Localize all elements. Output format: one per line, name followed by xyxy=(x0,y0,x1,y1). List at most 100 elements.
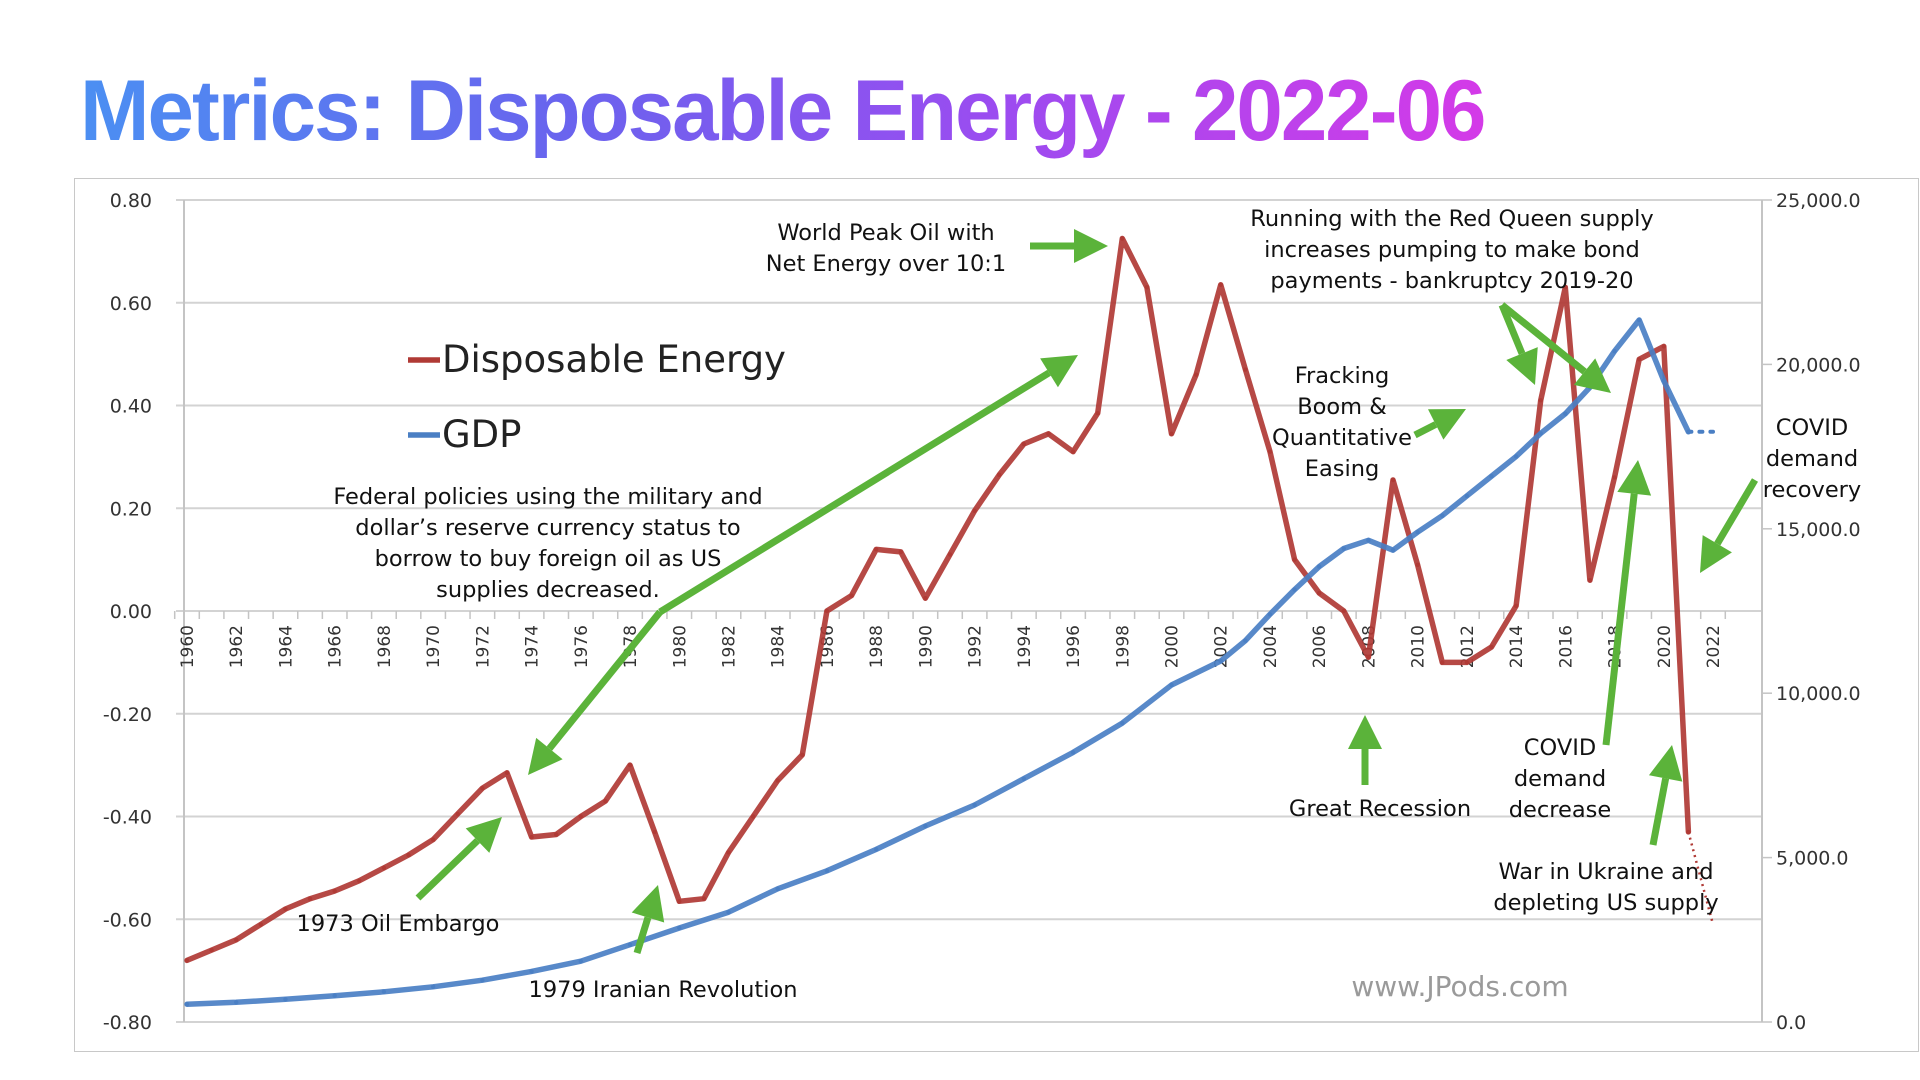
arrow-head xyxy=(631,885,665,923)
annotation-layer: World Peak Oil with Net Energy over 10:1 R… xyxy=(297,206,1862,1003)
disposable-energy-point xyxy=(332,888,337,894)
annotation-line: Net Energy over 10:1 xyxy=(766,251,1006,277)
annotation-line: World Peak Oil with xyxy=(777,220,994,246)
disposable-energy-point xyxy=(357,878,362,883)
iranian-revolution-arrow-icon xyxy=(631,885,665,955)
gdp-point xyxy=(726,909,731,915)
arrow-shaft xyxy=(546,609,663,751)
disposable-energy-point xyxy=(1538,398,1543,403)
disposable-energy-line xyxy=(184,235,1692,964)
disposable-energy-point xyxy=(1120,236,1125,241)
disposable-energy-point xyxy=(258,922,264,927)
x-tick-label: 2022 xyxy=(1704,625,1724,668)
annotation-line: dollar’s reserve currency status to xyxy=(355,515,740,541)
y-right-tick-label: 10,000.0 xyxy=(1776,683,1861,705)
disposable-energy-point xyxy=(1636,357,1642,362)
gdp-point xyxy=(1513,454,1519,459)
disposable-energy-point xyxy=(1563,285,1568,290)
x-tick-label: 2014 xyxy=(1507,625,1527,668)
x-tick-label: 1980 xyxy=(670,625,690,668)
disposable-energy-point xyxy=(1366,655,1371,660)
disposable-energy-point xyxy=(553,832,559,837)
gdp-point xyxy=(1341,546,1347,551)
arrow-head xyxy=(528,737,563,775)
disposable-energy-point xyxy=(701,896,707,901)
y-left-tick-label: -0.20 xyxy=(103,704,152,726)
watermark: www.JPods.com xyxy=(1351,970,1568,1003)
disposable-energy-point xyxy=(1464,660,1470,665)
disposable-energy-point xyxy=(1046,431,1051,436)
disposable-energy-point xyxy=(381,865,387,871)
annotation-fracking: Fracking Boom & Quantitative Easing xyxy=(1272,363,1412,482)
trend-up-arrow-icon xyxy=(658,355,1078,615)
y-left-tick-label: 0.60 xyxy=(110,293,152,315)
gdp-point xyxy=(677,925,682,931)
arrow-head xyxy=(1617,460,1652,496)
disposable-energy-point xyxy=(406,852,411,858)
disposable-energy-point xyxy=(430,837,436,842)
gdp-point xyxy=(480,978,485,983)
peak-oil-arrow-icon xyxy=(1030,229,1108,263)
y-left-tick-label: 0.00 xyxy=(110,601,152,623)
gdp-point xyxy=(184,1002,190,1007)
arrow-shaft xyxy=(1649,777,1670,846)
gdp-point xyxy=(1489,473,1494,479)
gdp-point xyxy=(1636,317,1642,323)
covid-recovery-arrow-icon xyxy=(1700,478,1759,573)
annotation-line: Running with the Red Queen supply xyxy=(1250,206,1653,232)
gdp-point xyxy=(627,942,633,947)
annotation-oil-embargo: 1973 Oil Embargo xyxy=(297,911,500,937)
annotation-covid-decrease: COVID demand decrease xyxy=(1509,735,1611,823)
disposable-energy-point xyxy=(923,595,928,601)
arrow-shaft xyxy=(415,838,480,901)
annotation-line: 1979 Iranian Revolution xyxy=(529,977,798,1003)
annotation-line: decrease xyxy=(1509,797,1611,823)
ukraine-arrow-icon xyxy=(1648,745,1683,846)
annotation-line: Easing xyxy=(1305,456,1380,482)
x-tick-label: 1964 xyxy=(276,625,296,668)
series-layer xyxy=(184,235,1715,1007)
annotation-line: Great Recession xyxy=(1289,796,1471,822)
x-tick-label: 1982 xyxy=(719,625,739,668)
x-tick-label: 1998 xyxy=(1113,625,1133,668)
x-tick-label: 1976 xyxy=(572,625,592,668)
disposable-energy-point xyxy=(652,829,657,835)
arrow-shaft xyxy=(1413,421,1438,439)
axis-layer: 0.80 0.60 0.40 0.20 0.00 -0.20 -0.40 -0.60 -0.80… xyxy=(103,190,1861,1034)
annotation-line: recovery xyxy=(1763,477,1861,503)
legend: Disposable Energy GDP xyxy=(408,338,786,456)
disposable-energy-point xyxy=(750,814,756,819)
gdp-point xyxy=(1563,411,1568,416)
disposable-energy-point xyxy=(947,552,953,557)
arrow-shaft xyxy=(633,916,652,955)
disposable-energy-point xyxy=(800,752,805,758)
fracking-arrow-icon xyxy=(1413,409,1466,440)
y-right-tick-label: 5,000.0 xyxy=(1776,848,1849,870)
gdp-point xyxy=(1292,587,1297,592)
disposable-energy-point xyxy=(1021,441,1027,447)
annotation-line: increases pumping to make bond xyxy=(1264,237,1640,263)
disposable-energy-point xyxy=(1292,557,1297,562)
disposable-energy-point xyxy=(184,958,190,963)
gdp-point xyxy=(381,989,387,994)
gdp-point xyxy=(1120,720,1125,726)
gdp-point xyxy=(1390,547,1396,553)
disposable-energy-projection xyxy=(1687,831,1715,925)
gdp-point xyxy=(430,984,436,990)
arrow-head xyxy=(1648,745,1683,782)
grid-layer xyxy=(176,199,1762,1023)
disposable-energy-point xyxy=(627,762,633,768)
gdp-point xyxy=(972,802,977,808)
disposable-energy-point xyxy=(209,947,214,953)
annotation-line: 1973 Oil Embargo xyxy=(297,911,500,937)
x-tick-label: 1996 xyxy=(1064,625,1084,668)
disposable-energy-point xyxy=(972,508,977,514)
annotation-line: supplies decreased. xyxy=(436,577,660,603)
disposable-energy-point xyxy=(849,593,854,598)
x-tick-label: 2006 xyxy=(1310,625,1330,668)
disposable-energy-point xyxy=(578,814,584,819)
disposable-energy-point xyxy=(1661,344,1666,349)
disposable-energy-point xyxy=(898,549,903,555)
covid-decrease-arrow-icon xyxy=(1602,460,1652,746)
